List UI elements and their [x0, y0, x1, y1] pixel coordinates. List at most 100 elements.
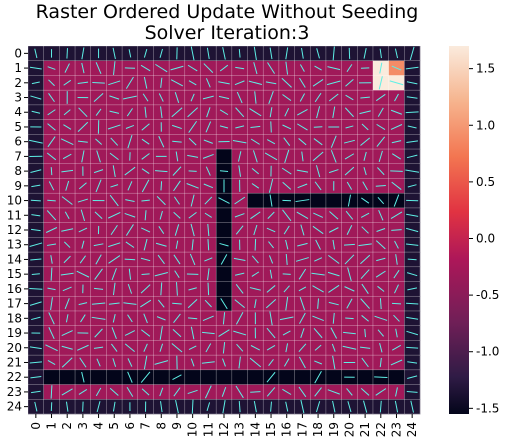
vector-arrow: [299, 77, 306, 88]
heatmap-cell: [388, 369, 405, 385]
vector-arrow: [172, 124, 182, 130]
vector-arrow: [285, 401, 289, 412]
heatmap-cell: [278, 369, 295, 385]
vector-arrow: [377, 107, 384, 117]
vector-arrow: [108, 80, 121, 86]
vector-arrow: [343, 331, 356, 335]
vector-arrow: [64, 63, 70, 73]
vector-arrow: [362, 181, 368, 191]
vector-arrow: [345, 317, 354, 320]
vector-arrow: [361, 226, 369, 234]
vector-arrow: [284, 149, 290, 164]
heatmap-cell: [200, 369, 217, 385]
vector-arrow: [141, 329, 151, 337]
vector-arrow: [283, 137, 291, 146]
vector-arrow: [285, 239, 289, 250]
vector-arrow: [188, 212, 197, 219]
vector-arrow: [347, 267, 352, 281]
vector-arrow: [250, 138, 260, 145]
vector-arrow: [405, 243, 419, 246]
vector-arrow: [29, 346, 42, 350]
vector-arrow: [95, 108, 102, 116]
vector-arrow: [62, 153, 72, 160]
vector-arrow: [391, 229, 402, 231]
vector-arrow: [282, 330, 291, 336]
vector-arrow: [360, 298, 370, 309]
vector-arrow: [30, 169, 42, 173]
vector-arrow: [238, 165, 242, 177]
vector-arrow: [332, 400, 336, 413]
vector-arrow: [238, 356, 241, 369]
vector-arrow: [394, 240, 399, 249]
vector-arrow: [234, 299, 245, 308]
vector-arrow: [62, 286, 72, 292]
vector-arrow: [46, 243, 57, 246]
vector-arrow: [155, 170, 168, 173]
vector-arrow: [94, 211, 103, 220]
vector-arrow: [376, 136, 386, 147]
vector-arrow: [328, 301, 339, 306]
vector-arrow: [46, 152, 57, 161]
vector-arrow: [141, 168, 150, 174]
vector-arrow: [96, 150, 101, 163]
vector-arrow: [295, 257, 309, 262]
vector-arrow: [206, 47, 210, 60]
vector-arrow: [285, 47, 289, 60]
vector-arrow: [266, 227, 276, 233]
vector-arrow: [282, 181, 292, 190]
vector-arrow: [282, 273, 291, 275]
vector-arrow: [360, 388, 370, 396]
heatmap-cell: [216, 207, 233, 223]
x-tick-label: 10: [186, 422, 200, 437]
vector-arrow: [188, 80, 197, 86]
colorbar-tick-label: -0.5: [476, 288, 499, 302]
vector-arrow: [406, 96, 418, 99]
vector-arrow: [30, 228, 41, 232]
vector-arrow: [219, 170, 229, 172]
x-tick-label: 18: [311, 422, 325, 437]
vector-arrow: [345, 94, 354, 101]
heatmap-cell: [216, 281, 233, 297]
vector-arrow: [81, 240, 85, 249]
y-tick-label: 11: [7, 208, 22, 222]
vector-arrow: [171, 343, 183, 353]
heatmap-cell: [59, 369, 76, 385]
vector-arrow: [48, 327, 55, 340]
vector-arrow: [312, 285, 324, 293]
vector-arrow: [253, 400, 257, 413]
vector-arrow: [269, 194, 273, 207]
vector-arrow: [30, 199, 41, 202]
vector-arrow: [314, 344, 322, 351]
vector-arrow: [375, 184, 386, 187]
vector-arrow: [140, 227, 151, 233]
vector-arrow: [406, 346, 419, 349]
vector-arrow: [267, 211, 275, 219]
vector-arrow: [160, 181, 163, 191]
vector-arrow: [204, 212, 212, 218]
vector-arrow: [299, 297, 306, 311]
vector-arrow: [112, 358, 117, 367]
vector-arrow: [360, 96, 370, 99]
vector-arrow: [64, 298, 70, 310]
vector-arrow: [254, 299, 257, 309]
vector-arrow: [342, 345, 357, 350]
vector-arrow: [157, 254, 165, 265]
vector-arrow: [270, 121, 272, 133]
y-tick-label: 8: [14, 164, 22, 178]
vector-arrow: [46, 210, 57, 221]
vector-arrow: [234, 196, 246, 205]
vector-arrow: [391, 153, 401, 160]
vector-arrow: [93, 169, 104, 174]
vector-arrow: [109, 194, 119, 207]
heatmap-cell: [216, 222, 233, 238]
vector-arrow: [61, 345, 73, 350]
vector-arrow: [345, 210, 354, 220]
vector-arrow: [266, 285, 276, 293]
vector-arrow: [202, 315, 214, 322]
chart-subtitle: Solver Iteration:3: [145, 22, 310, 44]
vector-arrow: [409, 46, 415, 61]
vector-arrow: [141, 153, 150, 160]
vector-arrow: [61, 388, 73, 396]
vector-arrow: [61, 196, 73, 205]
vector-arrow: [235, 107, 245, 118]
